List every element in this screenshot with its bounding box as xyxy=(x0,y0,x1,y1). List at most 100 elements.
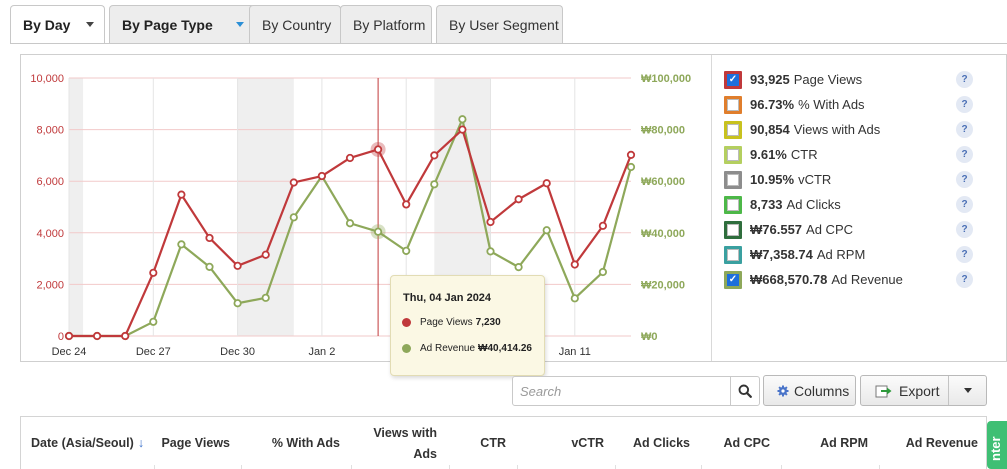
legend-item-page-views[interactable]: ✓ 93,925 Page Views? xyxy=(724,67,979,92)
legend-checkbox[interactable] xyxy=(724,120,742,139)
column-header-with-ads[interactable]: % With Ads xyxy=(243,417,340,469)
tab-label: By Page Type xyxy=(122,16,213,33)
sort-arrow-icon[interactable]: ↓ xyxy=(137,436,145,450)
data-point-page-views[interactable] xyxy=(514,195,523,204)
data-point-page-views[interactable] xyxy=(149,268,158,277)
column-header-ctr[interactable]: CTR xyxy=(451,417,506,469)
tab-by-day[interactable]: By Day xyxy=(10,5,105,44)
help-icon[interactable]: ? xyxy=(956,221,973,238)
export-dropdown-toggle[interactable] xyxy=(949,376,986,405)
data-point-ad-revenue[interactable] xyxy=(542,226,551,235)
export-label: Export xyxy=(899,382,940,399)
data-point-ad-revenue[interactable] xyxy=(177,240,186,249)
data-point-ad-revenue[interactable] xyxy=(149,317,158,326)
tab-by-user-segment[interactable]: By User Segment xyxy=(436,5,563,43)
legend-item-ad-clicks[interactable]: 8,733 Ad Clicks? xyxy=(724,192,979,217)
legend-item-vctr[interactable]: 10.95% vCTR? xyxy=(724,167,979,192)
chevron-down-icon[interactable] xyxy=(86,22,94,27)
help-icon[interactable]: ? xyxy=(956,196,973,213)
data-point-page-views[interactable] xyxy=(93,331,102,341)
legend-item-ad-revenue[interactable]: ✓ ₩668,570.78 Ad Revenue? xyxy=(724,267,979,292)
data-point-page-views[interactable] xyxy=(121,331,130,341)
data-point-ad-revenue[interactable] xyxy=(233,299,242,308)
column-header-page-views[interactable]: Page Views xyxy=(156,417,230,469)
legend-checkbox[interactable] xyxy=(724,95,742,114)
help-icon[interactable]: ? xyxy=(956,121,973,138)
data-point-ad-revenue[interactable] xyxy=(289,213,298,222)
data-point-ad-revenue[interactable] xyxy=(626,162,636,172)
data-point-page-views[interactable] xyxy=(64,331,74,341)
export-button[interactable]: Export xyxy=(875,376,959,405)
chart-tooltip: Thu, 04 Jan 2024 Page Views 7,230 Ad Rev… xyxy=(390,275,545,376)
legend-item-ad-cpc[interactable]: ₩76.557 Ad CPC? xyxy=(724,217,979,242)
data-point-page-views[interactable] xyxy=(402,200,411,209)
checkbox-box xyxy=(727,123,739,136)
data-point-ad-revenue[interactable] xyxy=(205,262,214,271)
data-point-page-views[interactable] xyxy=(542,179,551,188)
data-point-page-views[interactable] xyxy=(177,190,186,199)
checkmark-icon: ✓ xyxy=(727,73,739,86)
data-point-page-views[interactable] xyxy=(261,250,270,259)
column-header-ad-revenue[interactable]: Ad Revenue xyxy=(881,417,978,469)
legend-item-ad-rpm[interactable]: ₩7,358.74 Ad RPM? xyxy=(724,242,979,267)
column-header-ad-rpm[interactable]: Ad RPM xyxy=(783,417,868,469)
data-point-page-views[interactable] xyxy=(233,261,242,270)
chevron-down-icon[interactable] xyxy=(236,22,244,27)
data-point-ad-revenue[interactable] xyxy=(345,219,355,228)
column-header-text: Ad CPC xyxy=(723,433,770,454)
legend-checkbox[interactable] xyxy=(724,195,742,214)
legend-checkbox[interactable] xyxy=(724,145,742,164)
column-header-date-asia-seoul[interactable]: Date (Asia/Seoul) ↓ xyxy=(31,417,153,469)
data-point-ad-revenue[interactable] xyxy=(430,180,439,189)
data-point-page-views[interactable] xyxy=(570,260,579,269)
search-button[interactable] xyxy=(730,377,759,405)
data-point-page-views[interactable] xyxy=(205,233,214,243)
legend-item-with-ads[interactable]: 96.73%% With Ads? xyxy=(724,92,979,117)
tab-by-page-type[interactable]: By Page Type xyxy=(109,5,255,43)
data-point-ad-revenue[interactable] xyxy=(570,294,579,303)
column-header-ad-cpc[interactable]: Ad CPC xyxy=(703,417,770,469)
tooltip-row-page-views: Page Views 7,230 xyxy=(402,317,501,328)
data-point-page-views[interactable] xyxy=(317,171,326,181)
data-point-ad-revenue[interactable] xyxy=(458,115,467,124)
column-separator xyxy=(615,465,616,469)
help-icon[interactable]: ? xyxy=(956,171,973,188)
legend-checkbox[interactable] xyxy=(724,220,742,239)
data-point-page-views[interactable] xyxy=(626,150,636,159)
data-point-ad-revenue[interactable] xyxy=(486,247,495,256)
column-header-ad-clicks[interactable]: Ad Clicks xyxy=(617,417,690,469)
help-icon[interactable]: ? xyxy=(956,246,973,263)
tab-by-country[interactable]: By Country xyxy=(249,5,341,43)
help-icon[interactable]: ? xyxy=(956,71,973,88)
help-icon[interactable]: ? xyxy=(956,96,973,113)
help-icon[interactable]: ? xyxy=(956,271,973,288)
legend-checkbox[interactable] xyxy=(724,245,742,264)
data-point-page-views[interactable] xyxy=(289,178,298,187)
data-point-page-views[interactable] xyxy=(458,125,467,134)
search-input[interactable] xyxy=(513,377,731,405)
legend-checkbox[interactable]: ✓ xyxy=(724,270,742,289)
columns-button[interactable]: Columns xyxy=(763,375,856,406)
x-axis-tick-label: Jan 2 xyxy=(308,346,335,358)
legend-item-ctr[interactable]: 9.61% CTR? xyxy=(724,142,979,167)
legend-checkbox[interactable]: ✓ xyxy=(724,70,742,89)
x-axis-tick-label: Dec 27 xyxy=(136,346,171,358)
data-point-page-views[interactable] xyxy=(373,145,383,154)
data-point-page-views[interactable] xyxy=(598,221,608,230)
side-tab[interactable]: nter xyxy=(987,421,1007,469)
data-point-page-views[interactable] xyxy=(486,217,495,227)
data-point-ad-revenue[interactable] xyxy=(373,227,383,236)
line-chart[interactable]: 0 2,000 4,000 6,000 8,000 10,000 ₩0 ₩20,000 ₩40,… xyxy=(21,55,711,361)
column-header-vctr[interactable]: vCTR xyxy=(519,417,604,469)
data-point-ad-revenue[interactable] xyxy=(402,246,411,255)
tab-by-platform[interactable]: By Platform xyxy=(340,5,432,43)
data-point-page-views[interactable] xyxy=(345,153,355,163)
data-point-page-views[interactable] xyxy=(430,151,439,160)
data-point-ad-revenue[interactable] xyxy=(598,267,608,277)
data-point-ad-revenue[interactable] xyxy=(261,293,270,302)
column-header-views-with[interactable]: Views with Ads xyxy=(353,417,437,469)
data-point-ad-revenue[interactable] xyxy=(514,263,523,272)
legend-item-views-with-ads[interactable]: 90,854 Views with Ads? xyxy=(724,117,979,142)
help-icon[interactable]: ? xyxy=(956,146,973,163)
legend-checkbox[interactable] xyxy=(724,170,742,189)
